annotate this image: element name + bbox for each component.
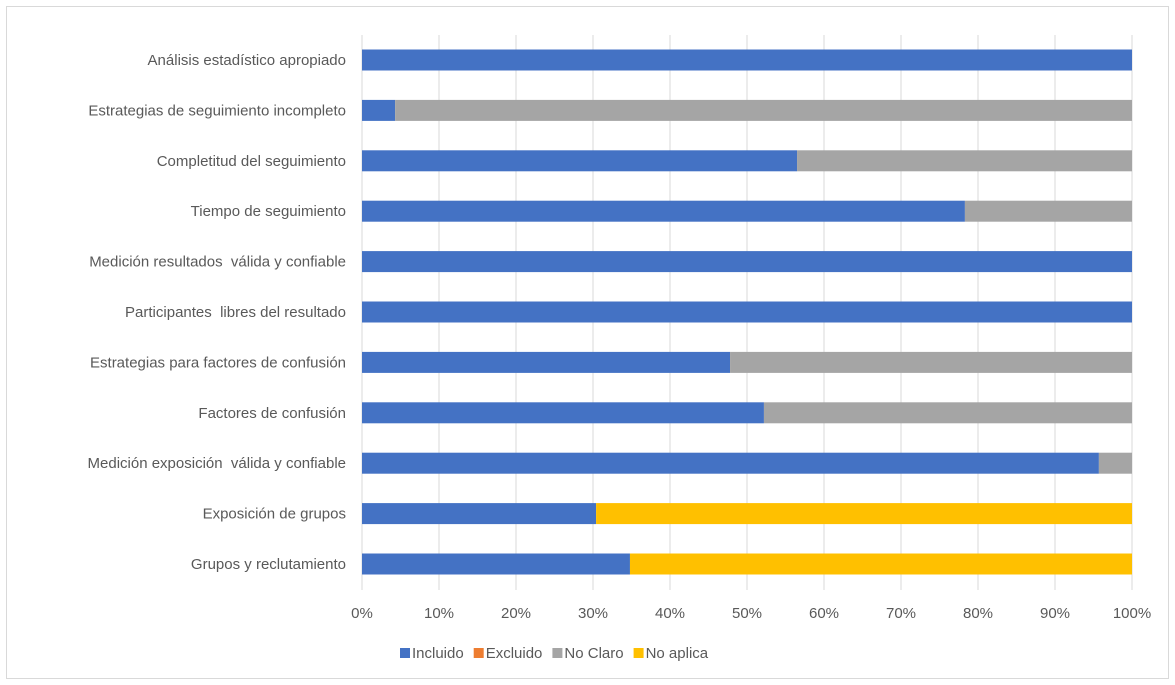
bar-segment-incluido — [362, 251, 1132, 273]
bar-segment-incluido — [362, 200, 965, 222]
category-label: Completitud del seguimiento — [157, 153, 346, 170]
category-label: Exposición de grupos — [203, 506, 346, 523]
bar-segment-no-claro — [763, 402, 1132, 424]
bar-segment-incluido — [362, 150, 798, 172]
x-tick-labels: 0% 10% 20% 30% 40% 50% 60% 70% 80% 90% 100% — [351, 605, 1151, 622]
category-label: Medición exposición válida y confiable — [88, 455, 346, 472]
category-label: Estrategias para factores de confusión — [90, 354, 346, 371]
legend: Incluido Excluido No Claro No aplica — [400, 645, 709, 662]
bar-segment-no-aplica — [629, 553, 1132, 575]
category-label: Análisis estadístico apropiado — [148, 52, 346, 69]
legend-swatch-excluido — [473, 648, 484, 658]
x-tick-label: 30% — [578, 605, 608, 622]
legend-label: Excluido — [486, 645, 543, 662]
bar-segment-incluido — [362, 452, 1099, 474]
x-tick-label: 20% — [501, 605, 531, 622]
legend-label: No Claro — [564, 645, 623, 662]
bar-segment-incluido — [362, 402, 764, 424]
bar-segment-incluido — [362, 49, 1132, 71]
x-tick-label: 70% — [886, 605, 916, 622]
x-tick-label: 80% — [963, 605, 993, 622]
category-label: Estrategias de seguimiento incompleto — [88, 102, 346, 119]
bar-segment-no-claro — [730, 351, 1132, 373]
x-tick-label: 100% — [1113, 605, 1151, 622]
category-label: Participantes libres del resultado — [125, 304, 346, 321]
bar-segment-no-claro — [797, 150, 1132, 172]
category-labels: Análisis estadístico apropiado Estrategia… — [88, 52, 346, 573]
category-label: Factores de confusión — [198, 405, 346, 422]
x-tick-label: 60% — [809, 605, 839, 622]
legend-swatch-no-claro — [552, 648, 563, 658]
bar-segment-no-claro — [395, 99, 1132, 121]
bar-segment-incluido — [362, 503, 597, 525]
x-tick-label: 90% — [1040, 605, 1070, 622]
x-tick-label: 50% — [732, 605, 762, 622]
legend-label: Incluido — [412, 645, 464, 662]
category-label: Tiempo de seguimiento — [191, 203, 346, 220]
x-tick-label: 0% — [351, 605, 373, 622]
bar-segment-no-aplica — [596, 503, 1132, 525]
legend-label: No aplica — [646, 645, 709, 662]
x-tick-label: 10% — [424, 605, 454, 622]
bars — [362, 49, 1132, 575]
bar-segment-incluido — [362, 99, 396, 121]
bar-segment-incluido — [362, 553, 630, 575]
bar-segment-no-claro — [964, 200, 1132, 222]
bar-segment-incluido — [362, 301, 1132, 323]
category-label: Medición resultados válida y confiable — [89, 254, 346, 271]
legend-swatch-incluido — [400, 648, 410, 658]
bar-segment-incluido — [362, 351, 731, 373]
legend-swatch-no-aplica — [633, 648, 644, 658]
bar-segment-no-claro — [1098, 452, 1132, 474]
x-tick-label: 40% — [655, 605, 685, 622]
category-label: Grupos y reclutamiento — [191, 556, 346, 573]
